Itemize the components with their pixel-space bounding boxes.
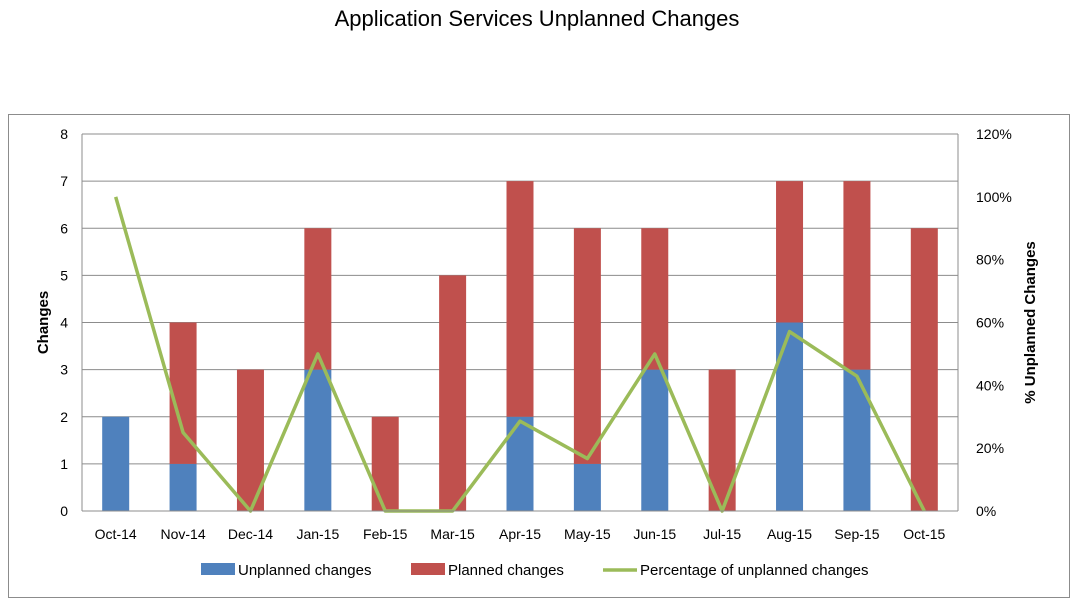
x-tick-label: Mar-15 (430, 526, 475, 542)
y-tick-label: 1 (60, 456, 68, 472)
y2-axis-title: % Unplanned Changes (1022, 241, 1039, 404)
x-tick-label: Jun-15 (633, 526, 676, 542)
bar (641, 228, 669, 370)
bar (506, 181, 534, 417)
bar (573, 228, 601, 464)
x-tick-label: Feb-15 (363, 526, 408, 542)
x-tick-label: Jan-15 (296, 526, 339, 542)
y2-tick-label: 100% (976, 189, 1012, 205)
chart-title: Application Services Unplanned Changes (334, 6, 740, 31)
bar (304, 369, 332, 511)
legend-label: Planned changes (448, 562, 564, 579)
bar (371, 416, 399, 511)
y2-tick-label: 120% (976, 126, 1012, 142)
y-tick-label: 7 (60, 173, 68, 189)
bar (573, 463, 601, 511)
bar (439, 275, 467, 511)
x-tick-label: Aug-15 (767, 526, 812, 542)
bar (776, 322, 804, 511)
y-tick-label: 8 (60, 126, 68, 142)
y2-tick-label: 40% (976, 377, 1004, 393)
x-tick-label: Oct-15 (903, 526, 945, 542)
y-tick-label: 6 (60, 220, 68, 236)
y2-tick-label: 60% (976, 315, 1004, 331)
y-tick-label: 3 (60, 362, 68, 378)
bar (641, 369, 669, 511)
bar (910, 228, 938, 511)
x-tick-label: Sep-15 (834, 526, 879, 542)
bar (169, 463, 197, 511)
legend-swatch (201, 563, 235, 575)
y-tick-label: 0 (60, 503, 68, 519)
y-tick-label: 4 (60, 315, 68, 331)
x-tick-label: Apr-15 (499, 526, 541, 542)
bar (304, 228, 332, 370)
x-tick-label: Nov-14 (161, 526, 206, 542)
y2-tick-label: 80% (976, 252, 1004, 268)
y-tick-label: 5 (60, 267, 68, 283)
legend-label: Percentage of unplanned changes (640, 562, 869, 579)
y-axis-title: Changes (35, 291, 52, 354)
x-tick-label: May-15 (564, 526, 611, 542)
legend: Unplanned changes Planned changes Percenta… (201, 562, 869, 579)
bar (102, 416, 130, 511)
x-tick-label: Oct-14 (95, 526, 137, 542)
bars (102, 181, 938, 511)
bar (843, 369, 871, 511)
bar (776, 181, 804, 323)
bar (843, 181, 871, 370)
x-tick-label: Jul-15 (703, 526, 741, 542)
y2-tick-label: 20% (976, 440, 1004, 456)
y2-tick-label: 0% (976, 503, 996, 519)
chart-frame (8, 114, 1070, 598)
x-tick-label: Dec-14 (228, 526, 273, 542)
y-tick-label: 2 (60, 409, 68, 425)
legend-swatch (411, 563, 445, 575)
legend-label: Unplanned changes (238, 562, 371, 579)
